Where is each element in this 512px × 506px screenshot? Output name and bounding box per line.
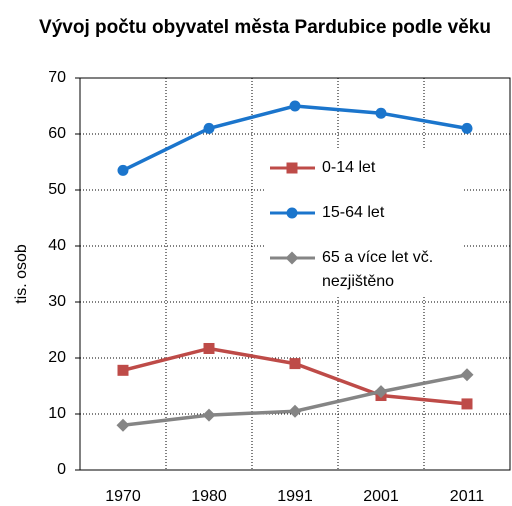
legend-label: 65 a více let vč. nezjištěno [322,249,434,290]
data-point [289,100,301,112]
data-point [203,122,215,134]
x-tick-label: 1980 [191,488,227,505]
data-point [117,364,129,376]
legend-label: 15-64 let [322,204,385,221]
data-point [202,408,216,422]
data-point [117,164,129,176]
y-tick-label: 60 [48,125,66,142]
data-point [461,398,473,410]
data-point [289,358,301,370]
data-point [461,122,473,134]
data-point [374,385,388,399]
y-tick-label: 20 [48,349,66,366]
legend-label: 0-14 let [322,159,376,176]
y-tick-label: 30 [48,293,66,310]
legend-marker [286,207,298,219]
data-point [288,404,302,418]
data-point [116,418,130,432]
plot-frame [79,77,511,471]
series-line [122,346,468,406]
y-tick-label: 70 [48,69,66,86]
x-tick-label: 1991 [277,488,313,505]
data-point [460,368,474,382]
y-axis-label: tis. osob [13,244,30,304]
legend-marker [285,251,299,265]
legend-marker [286,162,298,174]
chart-title: Vývoj počtu obyvatel města Pardubice pod… [39,17,491,38]
y-tick-label: 50 [48,181,66,198]
y-tick-label: 40 [48,237,66,254]
legend-box [264,150,464,296]
y-tick-label: 0 [57,461,66,478]
x-tick-label: 1970 [105,488,141,505]
x-tick-label: 2001 [363,488,399,505]
data-point [203,342,215,354]
y-tick-label: 10 [48,405,66,422]
x-tick-label: 2011 [450,488,485,505]
data-point [375,107,387,119]
